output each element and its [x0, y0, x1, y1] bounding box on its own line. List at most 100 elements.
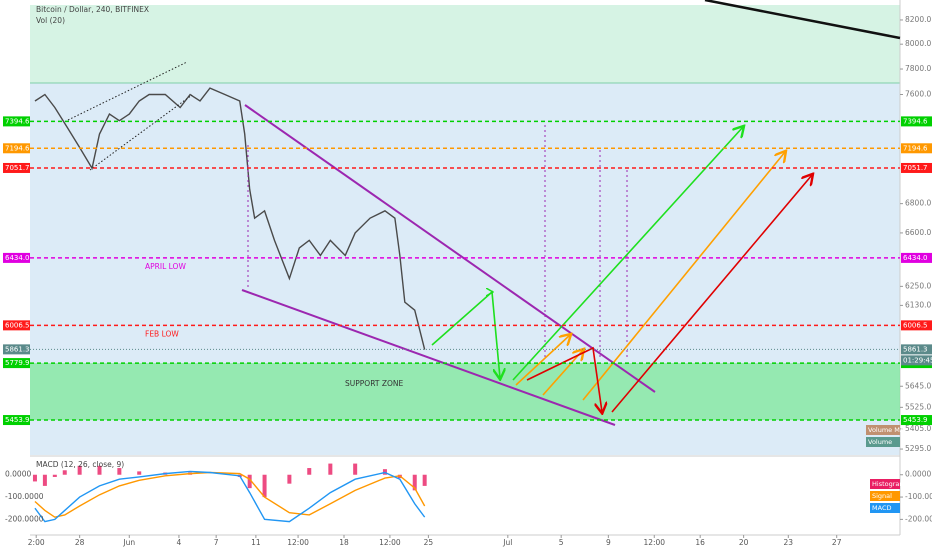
volume-tag: Volume MA	[868, 426, 905, 434]
histogram-bar	[117, 468, 122, 475]
histogram-bar	[42, 474, 47, 486]
y-tick-label: 6250.0	[905, 281, 931, 290]
projection-arrow	[611, 175, 812, 413]
legend-label: Histogram	[872, 480, 906, 488]
x-tick-label: 27	[832, 538, 842, 547]
x-tick-label: 2:00	[28, 538, 45, 547]
level-tag: 6434.0	[5, 254, 30, 262]
level-tag: 7051.7	[5, 164, 30, 172]
price-line	[34, 471, 426, 518]
projection-arrow	[431, 290, 500, 378]
data-layer	[32, 87, 427, 523]
y-tick-label: 0.0000	[905, 470, 931, 479]
level-tag-box	[901, 320, 932, 331]
level-tag: 5453.9	[903, 416, 928, 424]
histogram-bar	[52, 474, 57, 477]
histogram-bar	[412, 474, 417, 491]
histogram-bar	[328, 463, 333, 475]
y-tick-label: 5525.0	[905, 402, 931, 411]
chart-title: Bitcoin / Dollar, 240, BITFINEX	[36, 5, 149, 14]
label-layer: 8200.0 8000.0 7800.0 7600.0 6800.0 6600.0 6250…	[3, 15, 932, 547]
wedge-line	[244, 104, 656, 393]
zone-label: SUPPORT ZONE	[345, 379, 403, 388]
level-tag-box	[3, 320, 30, 331]
level-note: FEB LOW	[145, 329, 179, 338]
y-tick-label: 7800.0	[905, 64, 931, 73]
y-tick-label: -100.0000	[5, 492, 44, 501]
projection-arrow	[542, 350, 583, 396]
x-tick-label: 20	[739, 538, 749, 547]
wedge-line	[241, 289, 616, 426]
level-note: APRIL LOW	[145, 262, 186, 271]
last-price-tag: 5861.3	[903, 345, 928, 353]
level-tag: 7394.6	[5, 117, 30, 125]
projection-arrow	[582, 152, 785, 401]
histogram-bar	[77, 465, 82, 475]
level-tag-box	[901, 116, 932, 127]
macd-panel	[30, 458, 900, 535]
y-tick-label: -100.0000	[905, 492, 932, 501]
level-tag: 7051.7	[903, 164, 928, 172]
level-tag-box	[3, 415, 30, 426]
level-tag-box	[3, 252, 30, 263]
volume-tag-box	[866, 425, 900, 435]
channel-line	[67, 61, 188, 121]
level-tag-box	[901, 252, 932, 263]
legend-box	[870, 479, 900, 489]
upper-zone	[30, 5, 900, 83]
histogram-bar	[247, 474, 252, 489]
price-line	[34, 470, 426, 523]
x-tick-label: 4	[177, 538, 182, 547]
legend-label: Signal	[872, 492, 892, 500]
x-tick-label: 12:00	[287, 538, 309, 547]
x-tick-label: Jul	[502, 538, 512, 547]
level-tag-box	[3, 358, 30, 369]
histogram-bar	[307, 468, 312, 475]
level-tag: 6006.5	[5, 321, 30, 329]
price-line	[34, 87, 426, 350]
legend-box	[870, 491, 900, 501]
y-tick-label: 6130.0	[905, 300, 931, 309]
level-tag: 7394.6	[903, 117, 928, 125]
y-tick-label: 8200.0	[905, 15, 931, 24]
level-tag: 7194.6	[903, 144, 928, 152]
histogram-bar	[353, 463, 358, 475]
y-tick-label: -200.0000	[905, 514, 932, 523]
histogram-bar	[137, 471, 142, 475]
level-tag-box	[901, 143, 932, 154]
countdown-tag-box	[901, 355, 932, 366]
level-tag: 5779.9	[5, 359, 30, 367]
x-tick-label: 16	[695, 538, 705, 547]
histogram-bar	[262, 474, 267, 498]
projection-arrow	[526, 346, 602, 412]
x-tick-label: 23	[784, 538, 794, 547]
legend-label: MACD	[872, 504, 891, 512]
chart-subtitle: Vol (20)	[36, 16, 65, 25]
last-price-tag-box	[3, 344, 30, 355]
y-tick-label: 6600.0	[905, 228, 931, 237]
histogram-bar	[97, 465, 102, 475]
y-tick-label: 6800.0	[905, 199, 931, 208]
y-tick-label: 5405.0	[905, 424, 931, 433]
level-tag: 5453.9	[5, 416, 30, 424]
macd-title: MACD (12, 26, close, 9)	[36, 460, 124, 469]
level-tag: 6434.0	[903, 254, 928, 262]
level-tag: 6006.5	[903, 321, 928, 329]
volume-tag: Volume	[868, 438, 892, 446]
x-tick-label: 12:00	[643, 538, 665, 547]
x-tick-label: 12:00	[379, 538, 401, 547]
y-tick-label: 8000.0	[905, 39, 931, 48]
y-tick-label: 5295.0	[905, 444, 931, 453]
trend-line	[704, 0, 901, 40]
last-price-tag: 5861.3	[5, 345, 30, 353]
x-tick-label: 7	[214, 538, 219, 547]
legend-box	[870, 503, 900, 513]
support-zone	[30, 363, 900, 421]
x-tick-label: 28	[75, 538, 85, 547]
histogram-bar	[62, 470, 67, 475]
x-tick-label: 18	[339, 538, 349, 547]
x-tick-label: 9	[606, 538, 611, 547]
level-tag-box	[3, 143, 30, 154]
